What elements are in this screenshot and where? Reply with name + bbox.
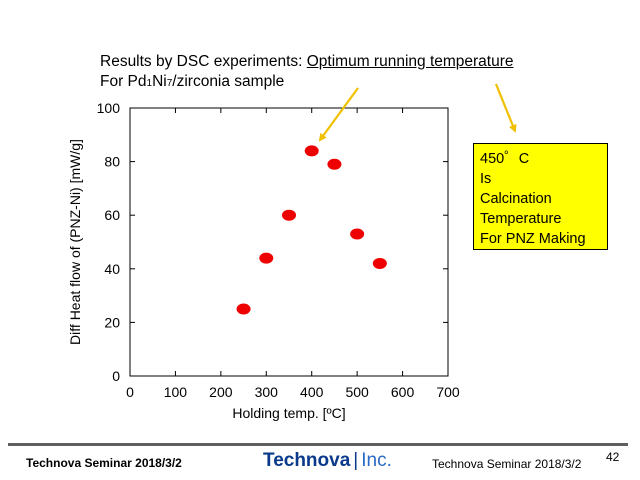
x-tick-label: 300: [255, 384, 279, 400]
data-point: [372, 257, 387, 269]
data-point: [327, 158, 342, 170]
y-tick-label: 20: [104, 314, 120, 330]
note-line: Temperature: [480, 211, 562, 227]
footer-divider: [8, 443, 628, 446]
page-number: 42: [606, 450, 620, 464]
technova-logo: Technova | Inc.: [263, 450, 392, 472]
data-point: [236, 303, 251, 315]
chart-title-line1: Results by DSC experiments: Optimum runn…: [100, 53, 514, 71]
y-axis: 0 20 40 60 80 100: [97, 100, 448, 384]
scatter-chart: 0 20 40 60 80 100 0 100 200 300 400 500 600 700 Hold…: [67, 83, 517, 421]
data-point: [259, 252, 274, 264]
x-tick-label: 0: [126, 384, 134, 400]
logo-separator: |: [353, 450, 359, 471]
plot-frame: [129, 107, 449, 377]
logo-inc: Inc.: [361, 450, 392, 471]
footer-right-text: Technova Seminar 2018/3/2: [432, 457, 582, 471]
x-tick-label: 100: [164, 384, 188, 400]
x-tick-label: 200: [209, 384, 233, 400]
arrow-to-peak: [318, 87, 359, 142]
calcination-note-box: 450゜C Is Calcination Temperature For PNZ…: [473, 143, 608, 250]
chart-title-line2: For Pd1Ni7/zirconia sample: [100, 73, 284, 91]
x-tick-label: 400: [300, 384, 324, 400]
y-tick-label: 100: [97, 100, 121, 116]
y-axis-label: Diff Heat flow of (PNZ-Ni) [mW/g]: [67, 139, 83, 345]
title-part-a: For Pd: [100, 73, 147, 90]
x-tick-label: 600: [391, 384, 415, 400]
y-tick-label: 60: [104, 207, 120, 223]
y-tick-label: 0: [112, 368, 120, 384]
note-line: For PNZ Making: [480, 231, 586, 247]
title-part-b: Ni: [152, 73, 167, 90]
data-point: [304, 145, 319, 157]
logo-brand: Technova: [263, 450, 351, 471]
arrow-to-note: [494, 83, 517, 133]
title-sub-2: 7: [166, 78, 173, 89]
footer-left-text: Technova Seminar 2018/3/2: [26, 456, 182, 470]
y-tick-label: 40: [104, 261, 120, 277]
x-axis-label: Holding temp. [ºC]: [232, 405, 345, 421]
title-part-c: /zirconia sample: [172, 73, 285, 90]
title-underlined: Optimum running temperature: [306, 53, 514, 70]
note-line: Is: [480, 171, 492, 187]
title-sub-1: 1: [146, 78, 153, 89]
title-prefix: Results by DSC experiments:: [100, 53, 307, 70]
data-point: [282, 209, 296, 221]
data-points: [236, 145, 387, 315]
note-line: Calcination: [480, 191, 552, 207]
x-tick-label: 700: [436, 384, 460, 400]
data-point: [350, 228, 365, 240]
y-tick-label: 80: [104, 154, 120, 170]
x-tick-label: 500: [345, 384, 369, 400]
note-line: 450゜C: [480, 151, 530, 167]
x-axis: 0 100 200 300 400 500 600 700: [126, 108, 460, 400]
